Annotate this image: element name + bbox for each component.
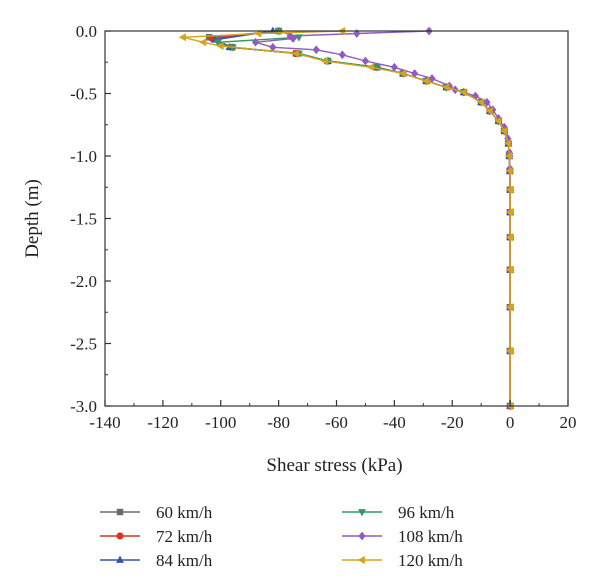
- data-point: [178, 33, 187, 42]
- data-point: [476, 98, 485, 107]
- legend-label: 60 km/h: [156, 503, 213, 522]
- x-axis-ticks: -140 -120 -100 -80 -60 -40 -20 0 20: [89, 400, 577, 432]
- data-point: [483, 97, 491, 107]
- x-axis-title: Shear stress (kPa): [266, 455, 402, 476]
- data-point: [485, 107, 493, 115]
- series-line: [212, 30, 511, 406]
- data-point: [366, 63, 375, 72]
- legend-label: 108 km/h: [398, 527, 463, 546]
- data-point: [251, 37, 260, 47]
- legend-label: 84 km/h: [156, 551, 213, 570]
- data-point: [442, 83, 450, 92]
- data-point: [320, 57, 328, 65]
- series-line: [255, 30, 511, 406]
- legend: 60 km/h 72 km/h 84 km/h 96 km/h 108 km/h 120 …: [100, 503, 463, 570]
- series-120-km-h: [178, 27, 514, 410]
- data-point: [505, 347, 514, 355]
- data-point: [494, 117, 502, 125]
- legend-marker: [358, 509, 366, 517]
- x-tick-label: -40: [383, 413, 406, 432]
- series-72-km-h: [208, 27, 514, 410]
- y-tick-label: -0.5: [70, 85, 97, 104]
- y-axis-title: Depth (m): [22, 179, 43, 258]
- plot-lines: [178, 26, 515, 411]
- data-point: [500, 127, 508, 135]
- y-tick-label: -1.0: [70, 147, 97, 166]
- data-point: [421, 77, 430, 85]
- series-line: [217, 30, 511, 406]
- y-tick-label: -2.0: [70, 272, 97, 291]
- data-point: [199, 38, 207, 47]
- data-point: [489, 105, 497, 115]
- data-point: [505, 185, 514, 194]
- data-point: [268, 26, 277, 34]
- series-line: [209, 30, 511, 406]
- y-tick-label: -3.0: [70, 397, 97, 416]
- legend-item: 84 km/h: [100, 551, 213, 570]
- data-point: [411, 69, 419, 78]
- data-point: [504, 139, 512, 148]
- data-point: [228, 44, 237, 52]
- data-point: [390, 62, 398, 72]
- x-tick-label: -20: [441, 413, 464, 432]
- series-line: [182, 30, 511, 406]
- data-point: [504, 152, 513, 160]
- legend-item: 96 km/h: [342, 503, 455, 522]
- x-tick-label: -140: [89, 413, 120, 432]
- x-tick-label: 0: [506, 413, 515, 432]
- data-point: [500, 122, 508, 132]
- legend-item: 72 km/h: [100, 527, 213, 546]
- series-60-km-h: [205, 27, 514, 410]
- x-tick-label: 20: [560, 413, 577, 432]
- data-point: [289, 34, 297, 43]
- legend-marker: [357, 556, 365, 564]
- series-84-km-h: [211, 26, 515, 409]
- data-point: [505, 233, 514, 242]
- data-point: [398, 69, 406, 78]
- data-point: [428, 74, 436, 83]
- plot-area-frame: [104, 30, 569, 407]
- legend-item: 60 km/h: [100, 503, 213, 522]
- series-line: [208, 30, 511, 406]
- legend-marker: [116, 508, 124, 516]
- data-point: [338, 50, 346, 60]
- x-tick-label: -120: [147, 413, 178, 432]
- y-tick-label: 0.0: [76, 22, 97, 41]
- data-point: [494, 114, 503, 123]
- data-point: [505, 265, 514, 274]
- data-point: [353, 29, 361, 38]
- x-tick-label: -60: [325, 413, 348, 432]
- data-point: [361, 56, 370, 66]
- y-tick-label: -2.5: [70, 335, 97, 354]
- data-point: [213, 39, 222, 47]
- data-point: [274, 28, 283, 36]
- data-point: [505, 303, 514, 312]
- data-point: [471, 91, 479, 101]
- legend-label: 96 km/h: [398, 503, 455, 522]
- data-point: [312, 45, 320, 55]
- x-tick-label: -80: [267, 413, 290, 432]
- legend-label: 120 km/h: [398, 551, 463, 570]
- series-108-km-h: [251, 26, 514, 411]
- y-axis-ticks: 0.0 -0.5 -1.0 -1.5 -2.0 -2.5 -3.0: [70, 22, 111, 416]
- x-tick-label: -100: [205, 413, 236, 432]
- legend-marker: [116, 555, 124, 563]
- legend-marker: [358, 531, 366, 541]
- data-point: [505, 208, 514, 217]
- data-point: [216, 42, 224, 50]
- data-point: [459, 88, 467, 97]
- data-point: [445, 81, 453, 91]
- legend-marker: [116, 532, 124, 540]
- legend-item: 108 km/h: [342, 527, 463, 546]
- series-96-km-h: [213, 28, 515, 411]
- data-point: [291, 49, 299, 58]
- data-point: [269, 42, 277, 52]
- legend-item: 120 km/h: [342, 551, 463, 570]
- data-point: [505, 167, 513, 175]
- y-tick-label: -1.5: [70, 210, 97, 229]
- legend-label: 72 km/h: [156, 527, 213, 546]
